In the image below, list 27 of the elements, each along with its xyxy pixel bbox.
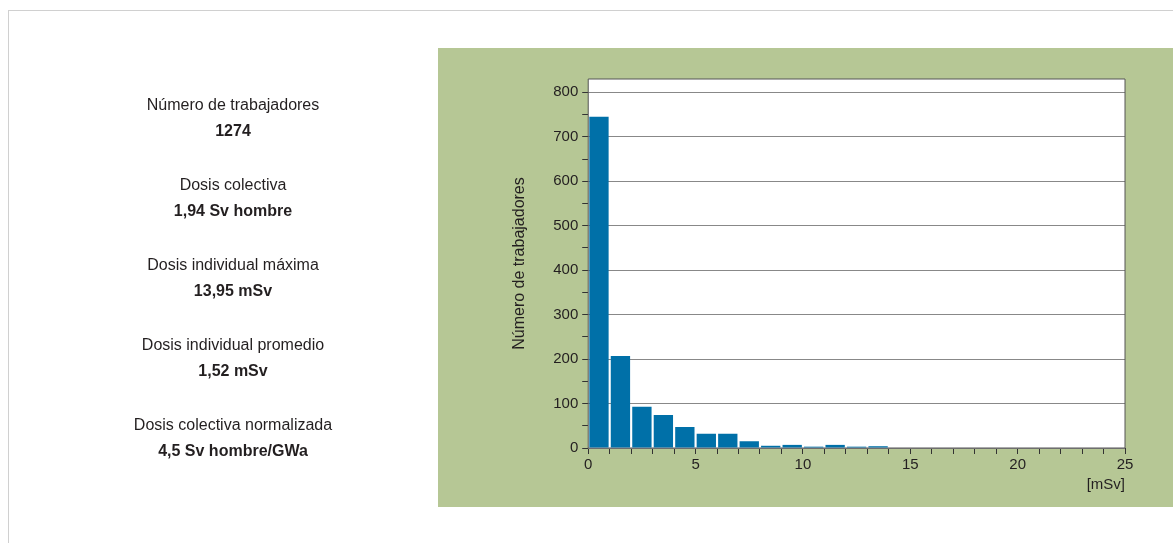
x-tick-label: 15	[901, 455, 919, 473]
text: 1,94 Sv hombre	[172, 201, 294, 221]
text: Dosis colectiva normalizada	[132, 415, 334, 435]
x-axis-title: [mSv]	[1086, 475, 1125, 493]
y-tick-label: 200	[553, 349, 579, 367]
y-tick-label: 500	[553, 215, 579, 233]
text: Dosis individual máxima	[146, 255, 320, 275]
x-tick-label: 0	[584, 455, 593, 473]
text: Dosis individual promedio	[140, 335, 326, 355]
x-tick-label: 25	[1116, 455, 1134, 473]
y-tick-label: 0	[569, 438, 579, 456]
y-tick-label: 600	[553, 171, 579, 189]
y-tick-label: 100	[553, 393, 579, 411]
text: 13,95 mSv	[192, 281, 274, 301]
x-tick-label: 5	[691, 455, 700, 473]
x-tick-label: 10	[794, 455, 812, 473]
y-tick-label: 400	[553, 260, 579, 278]
x-tick-label: 20	[1009, 455, 1026, 473]
text: 4,5 Sv hombre/GWa	[157, 441, 309, 461]
y-tick-label: 300	[553, 304, 579, 322]
text: Número de trabajadores	[145, 95, 321, 115]
text: 1,52 mSv	[197, 361, 269, 381]
text: Dosis colectiva	[178, 175, 288, 195]
y-axis-title: Número de trabajadores	[510, 177, 528, 350]
y-tick-label: 800	[553, 82, 579, 100]
text: 1274	[214, 121, 252, 141]
y-tick-label: 700	[553, 126, 579, 144]
